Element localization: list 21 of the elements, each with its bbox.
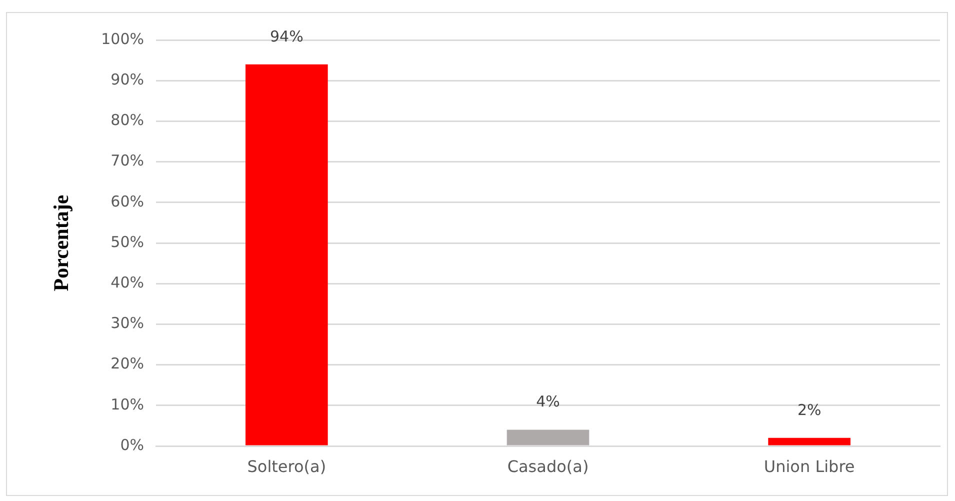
bar <box>246 64 328 446</box>
y-tick-label: 30% <box>110 314 144 332</box>
bar <box>768 438 850 446</box>
y-tick-label: 90% <box>110 70 144 88</box>
y-tick-label: 0% <box>120 436 144 454</box>
y-tick-label: 10% <box>110 395 144 414</box>
y-tick-label: 40% <box>110 273 144 292</box>
data-label: 4% <box>536 392 560 411</box>
y-tick-label: 70% <box>110 152 144 170</box>
y-tick-label: 60% <box>110 192 144 210</box>
x-tick-label: Casado(a) <box>507 456 589 476</box>
y-tick-label: 80% <box>110 111 144 130</box>
bar <box>506 430 590 446</box>
y-tick-label: 100% <box>101 30 144 48</box>
x-tick-label: Soltero(a) <box>247 456 326 476</box>
y-axis-title: Porcentaje <box>49 194 74 292</box>
y-tick-label: 20% <box>110 354 144 373</box>
y-tick-label: 50% <box>110 232 144 251</box>
data-label: 2% <box>797 400 822 419</box>
data-label: 94% <box>270 27 304 46</box>
x-tick-label: Union Libre <box>764 456 855 476</box>
